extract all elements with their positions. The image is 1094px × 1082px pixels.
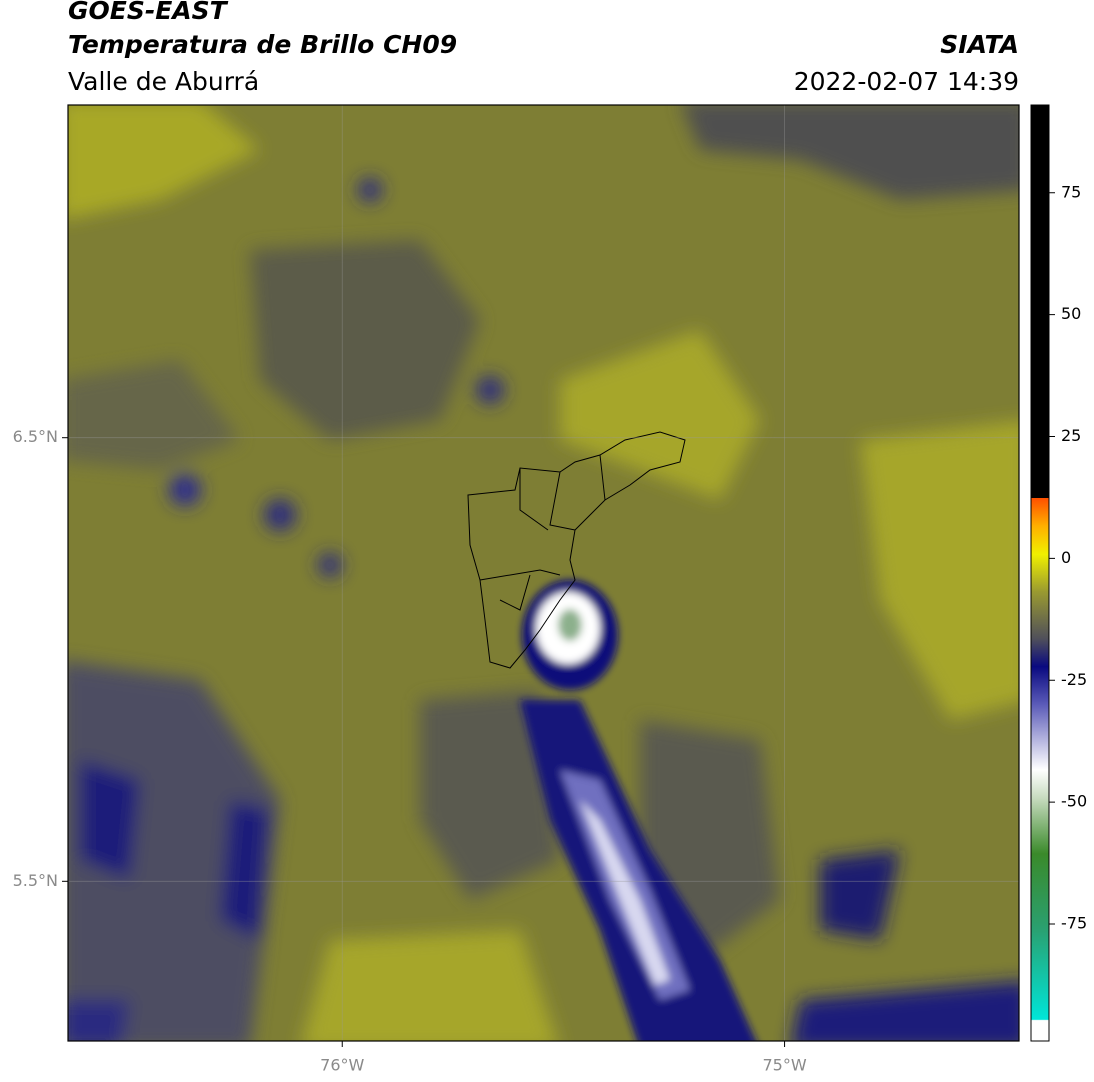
graticule bbox=[68, 105, 1019, 1041]
lat-label: 6.5°N bbox=[13, 427, 58, 446]
lat-label: 5.5°N bbox=[13, 871, 58, 890]
colorbar-label: 0 bbox=[1061, 548, 1071, 567]
subtitle: Temperatura de Brillo CH09 bbox=[68, 30, 457, 59]
colorbar-label: 50 bbox=[1061, 304, 1081, 323]
region: Valle de Aburrá bbox=[68, 67, 259, 96]
colorbar-label: -25 bbox=[1061, 670, 1087, 689]
colorbar-label: 75 bbox=[1061, 182, 1081, 201]
title: GOES-EAST bbox=[68, 0, 229, 25]
source: SIATA bbox=[940, 30, 1019, 59]
valley-outline bbox=[467, 431, 686, 669]
colorbar bbox=[1030, 104, 1050, 1042]
map-field bbox=[68, 105, 1019, 1041]
lon-label: 76°W bbox=[320, 1056, 364, 1075]
colorbar-label: -50 bbox=[1061, 792, 1087, 811]
map-frame bbox=[67, 104, 1020, 1042]
datetime: 2022-02-07 14:39 bbox=[794, 67, 1019, 96]
lon-label: 75°W bbox=[762, 1056, 806, 1075]
colorbar-label: 25 bbox=[1061, 426, 1081, 445]
colorbar-label: -75 bbox=[1061, 914, 1087, 933]
